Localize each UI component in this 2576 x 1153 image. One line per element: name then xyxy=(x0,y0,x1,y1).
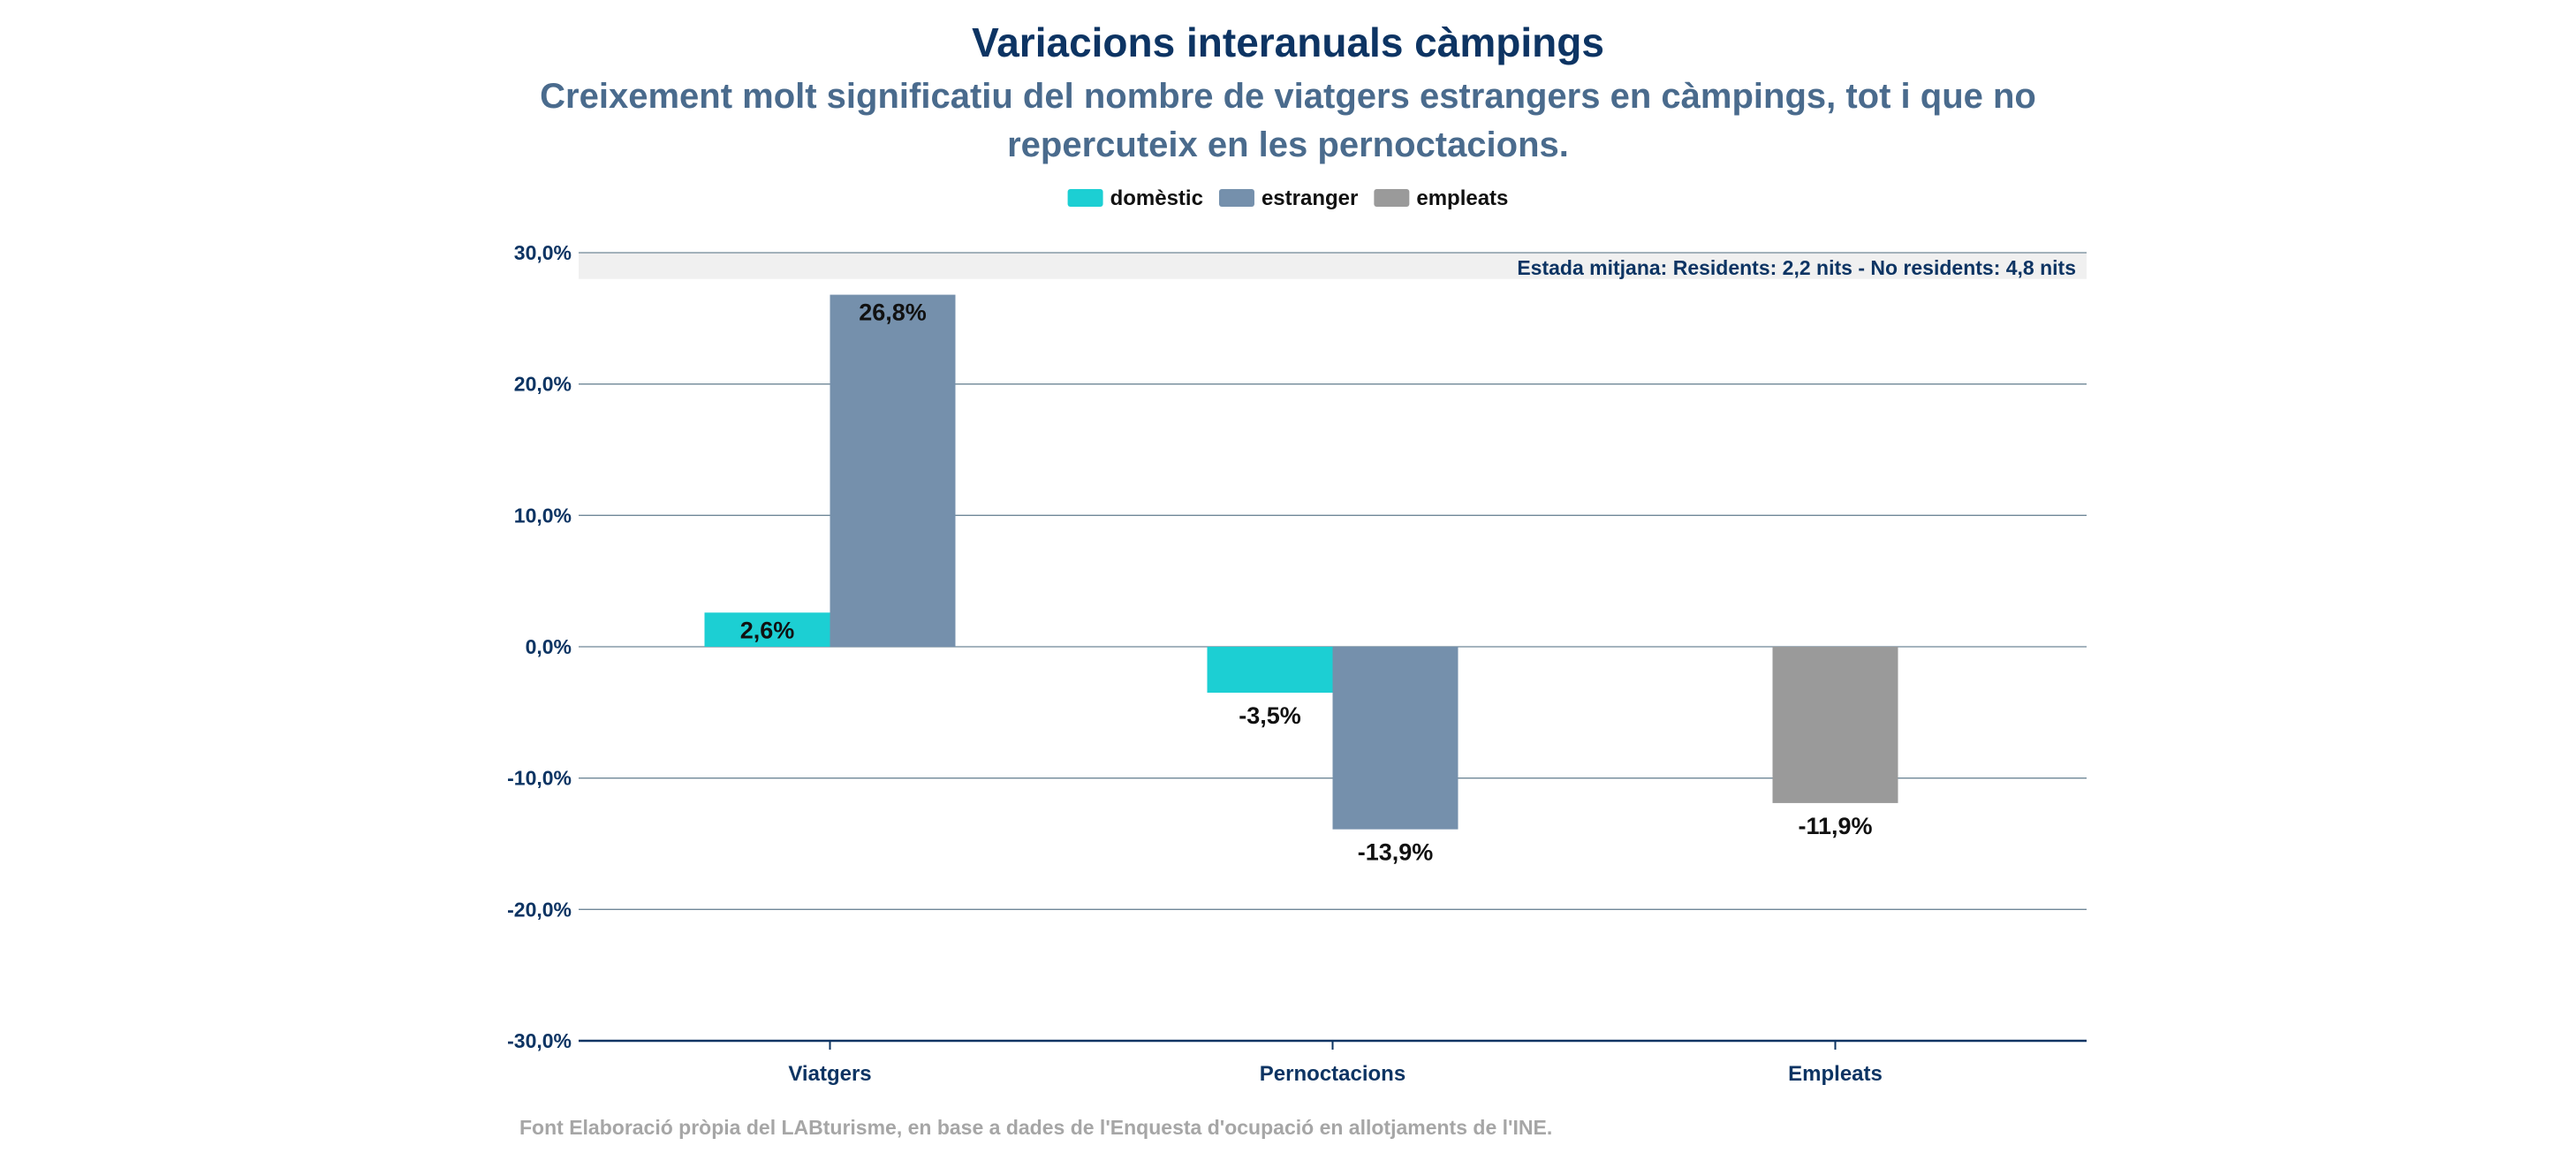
y-axis: 30,0% 20,0% 10,0% 0,0% -10,0% -20,0% -30,0% xyxy=(507,241,572,1052)
chart-title: Variacions interanuals càmpings xyxy=(972,19,1604,65)
y-tick-label: 20,0% xyxy=(514,373,572,396)
data-labels: 2,6% 26,8% -3,5% -13,9% -11,9% xyxy=(740,300,1873,866)
data-label-domestic-pernoctacions: -3,5% xyxy=(1239,702,1301,729)
data-label-foreign-pernoctacions: -13,9% xyxy=(1358,839,1434,866)
x-axis: Viatgers Pernoctacions Empleats xyxy=(788,1041,1883,1086)
annotation-text: Estada mitjana: Residents: 2,2 nits - No… xyxy=(1517,256,2076,279)
annotation-banner: Estada mitjana: Residents: 2,2 nits - No… xyxy=(579,253,2087,279)
source-note: Font Elaboració pròpia del LABturisme, e… xyxy=(519,1116,1552,1139)
bar-foreign-viatgers xyxy=(830,294,956,647)
legend-label-employees: empleats xyxy=(1416,186,1508,210)
bar-domestic-pernoctacions xyxy=(1207,647,1333,694)
y-tick-label: -10,0% xyxy=(507,767,572,790)
chart-subtitle-line-2: repercuteix en les pernoctacions. xyxy=(1007,125,1569,164)
x-tick-label-viatgers: Viatgers xyxy=(788,1062,871,1086)
bar-employees-empleats xyxy=(1772,647,1898,803)
annotation-banner-background xyxy=(579,253,2087,279)
chart-subtitle-line-1: Creixement molt significatiu del nombre … xyxy=(540,77,2036,116)
y-tick-label: -20,0% xyxy=(507,898,572,921)
y-tick-label: 0,0% xyxy=(526,635,572,658)
data-label-foreign-viatgers: 26,8% xyxy=(859,300,927,326)
x-tick-label-empleats: Empleats xyxy=(1788,1062,1883,1086)
legend-swatch-employees xyxy=(1374,189,1410,207)
legend-label-foreign: estranger xyxy=(1261,186,1358,210)
legend: domèstic estranger empleats xyxy=(1067,186,1508,210)
legend-swatch-foreign xyxy=(1218,189,1254,207)
data-label-domestic-viatgers: 2,6% xyxy=(740,617,795,643)
legend-swatch-domestic xyxy=(1067,189,1103,207)
y-tick-label: 10,0% xyxy=(514,504,572,527)
data-label-employees-empleats: -11,9% xyxy=(1798,813,1872,839)
x-tick-label-pernoctacions: Pernoctacions xyxy=(1260,1062,1405,1086)
y-tick-label: 30,0% xyxy=(514,241,572,264)
bars xyxy=(704,294,1898,830)
y-tick-label: -30,0% xyxy=(507,1029,572,1052)
legend-label-domestic: domèstic xyxy=(1110,186,1203,210)
bar-domestic-viatgers xyxy=(704,612,830,647)
bar-foreign-pernoctacions xyxy=(1332,647,1458,830)
